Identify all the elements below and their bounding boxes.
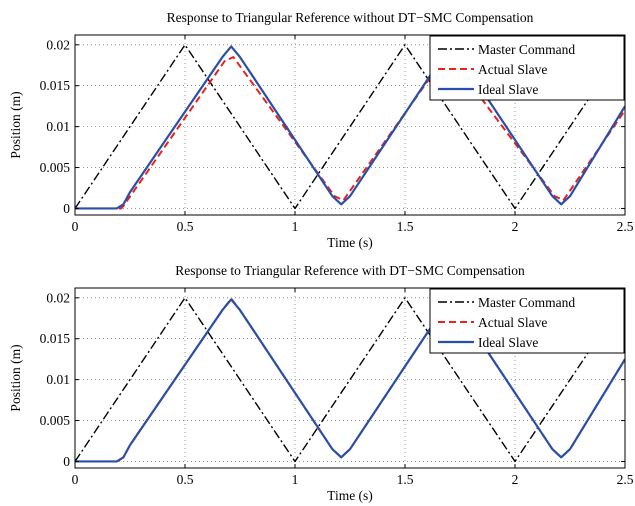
x-tick-label: 1 bbox=[292, 219, 299, 234]
y-tick-label: 0 bbox=[63, 454, 70, 469]
series-group bbox=[75, 297, 625, 463]
series-line-actual-slave bbox=[75, 56, 625, 210]
y-tick-label: 0.02 bbox=[46, 37, 70, 52]
axes-frame bbox=[74, 34, 626, 216]
chart-title: Response to Triangular Reference with DT… bbox=[175, 263, 525, 278]
chart-title: Response to Triangular Reference without… bbox=[167, 10, 534, 25]
series-line-master-command bbox=[75, 44, 625, 210]
x-tick-label: 1.5 bbox=[397, 219, 414, 234]
legend: Master Command Actual Slave Ideal Slave bbox=[429, 288, 625, 354]
x-tick-label: 2 bbox=[512, 219, 519, 234]
x-tick-label: 2.5 bbox=[617, 219, 634, 234]
legend-label: Actual Slave bbox=[478, 62, 547, 77]
chart-panel-2: Response to Triangular Reference with DT… bbox=[8, 263, 634, 503]
legend-label: Master Command bbox=[478, 295, 575, 310]
series-line-ideal-slave bbox=[75, 298, 625, 463]
x-tick-label: 2.5 bbox=[617, 472, 634, 487]
legend: Master Command Actual Slave Ideal Slave bbox=[429, 35, 625, 101]
y-axis-label: Position (m) bbox=[8, 344, 23, 411]
y-tick-label: 0 bbox=[63, 201, 70, 216]
x-axis-label: Time (s) bbox=[327, 488, 373, 503]
y-tick-label: 0.01 bbox=[46, 372, 70, 387]
x-tick-label: 0.5 bbox=[177, 472, 194, 487]
series-line-ideal-slave bbox=[75, 45, 625, 210]
x-axis-label: Time (s) bbox=[327, 235, 373, 250]
legend-label: Ideal Slave bbox=[478, 82, 538, 97]
y-tick-label: 0.015 bbox=[40, 78, 71, 93]
x-tick-label: 1 bbox=[292, 472, 299, 487]
legend-label: Actual Slave bbox=[478, 315, 547, 330]
y-tick-label: 0.01 bbox=[46, 119, 70, 134]
y-tick-label: 0.015 bbox=[40, 331, 71, 346]
x-tick-label: 0 bbox=[72, 219, 79, 234]
chart-panel-1: Response to Triangular Reference without… bbox=[8, 10, 634, 250]
axes-frame bbox=[74, 287, 626, 469]
x-tick-label: 2 bbox=[512, 472, 519, 487]
y-tick-label: 0.005 bbox=[40, 160, 71, 175]
series-group bbox=[75, 44, 625, 210]
y-tick-label: 0.005 bbox=[40, 413, 71, 428]
x-tick-label: 0 bbox=[72, 472, 79, 487]
y-tick-label: 0.02 bbox=[46, 290, 70, 305]
x-tick-label: 0.5 bbox=[177, 219, 194, 234]
x-tick-label: 1.5 bbox=[397, 472, 414, 487]
y-axis-label: Position (m) bbox=[8, 91, 23, 158]
legend-label: Master Command bbox=[478, 42, 575, 57]
series-line-master-command bbox=[75, 297, 625, 463]
legend-label: Ideal Slave bbox=[478, 335, 538, 350]
